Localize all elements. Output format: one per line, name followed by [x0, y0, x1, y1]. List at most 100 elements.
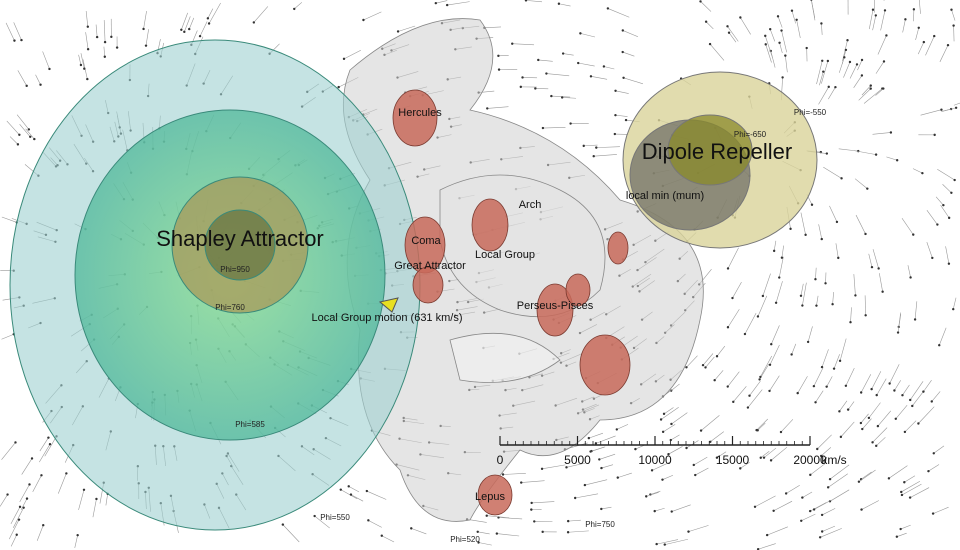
- flow-head: [746, 406, 750, 409]
- flow-line: [858, 88, 871, 101]
- flow-head: [530, 501, 533, 505]
- flow-head: [950, 8, 953, 11]
- flow-head: [497, 68, 501, 71]
- flow-line: [595, 435, 616, 444]
- flow-head: [825, 385, 828, 388]
- flow-head: [938, 344, 941, 347]
- flow-line: [807, 326, 813, 342]
- flow-line: [869, 9, 874, 30]
- flow-head: [103, 40, 107, 44]
- flow-line: [816, 60, 823, 85]
- flow-line: [478, 542, 492, 546]
- flow-head: [819, 454, 823, 458]
- flow-head: [800, 519, 803, 522]
- flow-line: [343, 50, 361, 60]
- flow-line: [762, 273, 771, 297]
- flow-line: [767, 526, 788, 536]
- flow-head: [835, 220, 839, 224]
- flow-line: [821, 60, 829, 84]
- flow-line: [35, 74, 41, 85]
- flow-line: [872, 15, 877, 31]
- flow-line: [670, 383, 680, 391]
- flow-line: [902, 384, 910, 396]
- flow-head: [534, 87, 537, 90]
- flow-line: [525, 0, 543, 3]
- flow-head: [895, 535, 899, 538]
- flow-head: [183, 30, 186, 34]
- flow-head: [42, 524, 45, 527]
- flow-line: [9, 136, 19, 145]
- flow-line: [918, 406, 935, 424]
- flow-head: [827, 85, 830, 89]
- flow-line: [662, 424, 676, 433]
- flow-line: [895, 404, 908, 420]
- flow-line: [938, 327, 947, 346]
- flow-line: [900, 524, 911, 530]
- flow-line: [181, 12, 188, 30]
- flow-line: [688, 525, 709, 532]
- flow-line: [663, 407, 674, 415]
- flow-line: [740, 461, 750, 469]
- flow-head: [577, 61, 580, 65]
- flow-line: [0, 494, 8, 507]
- flow-line: [860, 471, 872, 480]
- flow-line: [601, 506, 612, 510]
- flow-head: [699, 429, 703, 432]
- flow-line: [435, 0, 448, 4]
- flow-line: [939, 45, 949, 63]
- flow-line: [348, 486, 360, 493]
- flow-head: [692, 463, 695, 467]
- flow-head: [779, 430, 783, 434]
- flow-line: [583, 144, 598, 147]
- flow-head: [20, 38, 23, 42]
- scale-tick-label: 15000: [716, 453, 750, 467]
- flow-line: [615, 90, 629, 94]
- flow-head: [347, 485, 350, 488]
- flow-line: [92, 498, 97, 518]
- flow-line: [580, 33, 596, 38]
- flow-line: [593, 154, 617, 157]
- flow-line: [876, 437, 886, 447]
- flow-head: [818, 536, 822, 539]
- flow-head: [699, 0, 702, 3]
- flow-head: [732, 400, 735, 404]
- flow-line: [36, 525, 44, 541]
- flow-head: [731, 296, 734, 300]
- cluster: [412, 266, 444, 304]
- flow-line: [868, 402, 881, 419]
- flow-line: [42, 51, 50, 70]
- flow-line: [833, 354, 840, 369]
- flow-head: [6, 493, 9, 496]
- flow-head: [848, 60, 852, 64]
- flow-head: [95, 497, 98, 501]
- flow-line: [796, 19, 801, 39]
- label: Great Attractor: [394, 260, 466, 272]
- flow-head: [844, 48, 848, 52]
- flow-line: [928, 464, 940, 472]
- dipole-spheres: [622, 71, 818, 249]
- flow-head: [893, 389, 896, 392]
- label: Coma: [411, 235, 441, 247]
- flow-head: [769, 27, 772, 31]
- flow-line: [829, 489, 850, 502]
- flow-head: [874, 153, 878, 156]
- flow-line: [758, 543, 776, 550]
- sphere: [667, 114, 753, 186]
- flow-head: [883, 9, 887, 12]
- flow-head: [947, 216, 951, 220]
- flow-line: [855, 214, 866, 235]
- flow-line: [615, 114, 628, 117]
- flow-head: [27, 128, 31, 131]
- flow-line: [1, 442, 16, 460]
- flow-head: [874, 14, 878, 17]
- flow-head: [40, 474, 43, 477]
- flow-line: [78, 54, 82, 66]
- flow-head: [947, 262, 951, 265]
- flow-head: [942, 203, 945, 207]
- flow-line: [773, 240, 777, 251]
- flow-line: [184, 16, 191, 32]
- flow-line: [496, 533, 520, 537]
- label: Local Group: [475, 249, 535, 261]
- flow-head: [812, 508, 816, 511]
- flow-line: [835, 243, 839, 258]
